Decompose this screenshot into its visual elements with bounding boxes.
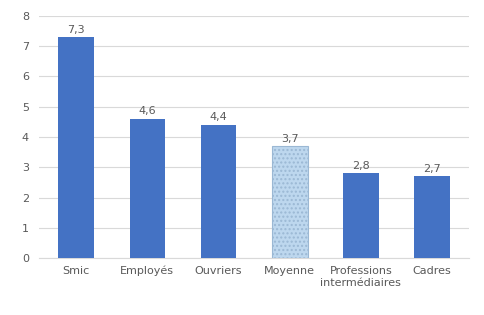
Bar [201,125,236,258]
Bar [414,176,450,258]
Bar [272,146,307,258]
Bar [343,174,378,258]
Bar [130,119,165,258]
Text: 2,7: 2,7 [423,164,441,174]
Bar [58,37,94,258]
Text: 4,6: 4,6 [138,106,156,117]
Text: 7,3: 7,3 [67,25,85,35]
Text: 3,7: 3,7 [281,134,299,144]
Text: 2,8: 2,8 [352,161,370,171]
Text: 4,4: 4,4 [210,112,227,123]
